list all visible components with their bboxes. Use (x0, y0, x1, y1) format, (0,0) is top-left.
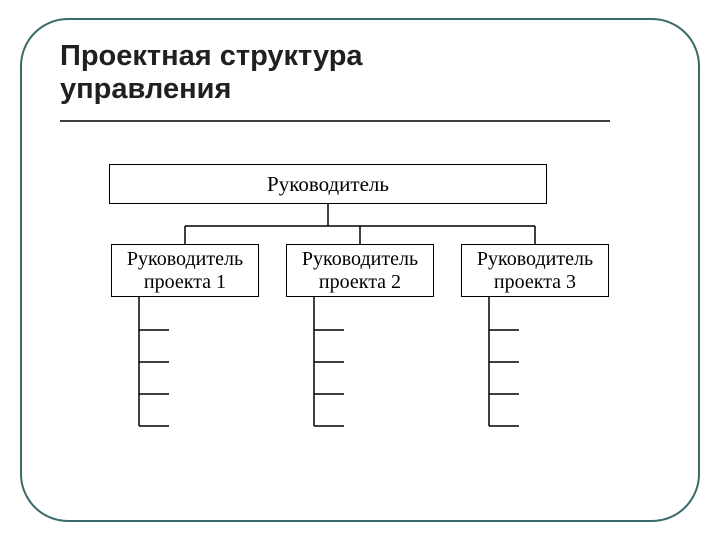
org-child-box-3: Руководительпроекта 3 (461, 244, 609, 297)
slide-frame: Проектная структура управления Руководит… (0, 0, 720, 540)
title-line2: управления (60, 73, 231, 105)
org-root-label: Руководитель (267, 172, 389, 196)
page-title: Проектная структура управления (60, 40, 610, 107)
title-line1: Проектная структура (60, 40, 363, 72)
org-child-label-2: Руководительпроекта 2 (302, 248, 418, 294)
org-child-label-1: Руководительпроекта 1 (127, 248, 243, 294)
title-underline (60, 120, 610, 122)
org-child-box-1: Руководительпроекта 1 (111, 244, 259, 297)
org-child-label-3: Руководительпроекта 3 (477, 248, 593, 294)
org-child-box-2: Руководительпроекта 2 (286, 244, 434, 297)
org-root-box: Руководитель (109, 164, 547, 204)
